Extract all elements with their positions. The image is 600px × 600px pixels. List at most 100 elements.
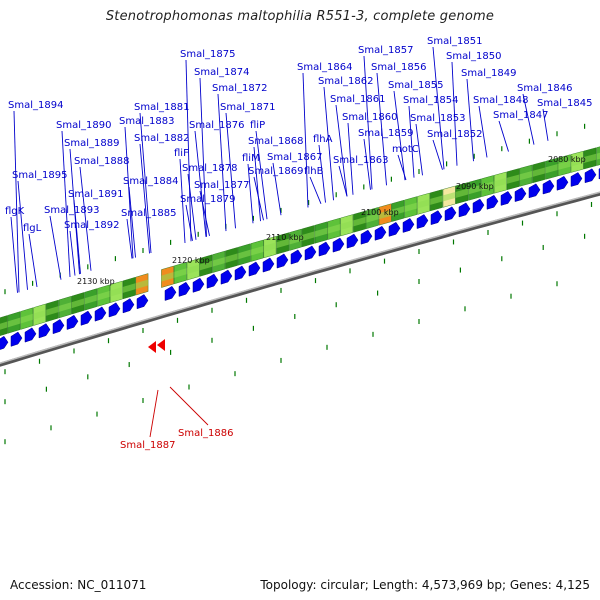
gene-arrow [318, 241, 331, 257]
track-stripe [110, 287, 123, 297]
track-stripe [187, 264, 200, 275]
gene-arrow [178, 281, 191, 297]
gene-label-smal_1883: Smal_1883 [119, 116, 174, 127]
gene-label-smal_1894: Smal_1894 [8, 100, 63, 111]
track-stripe [519, 170, 533, 181]
leader-line [376, 72, 387, 186]
gene-arrows [0, 168, 600, 353]
gene-arrow [542, 179, 555, 195]
track-stripe [0, 321, 8, 330]
gene-arrow [472, 198, 485, 214]
gene-label-flhb: flhB [304, 166, 324, 177]
gene-arrow [486, 194, 499, 210]
gene-label-smal_1846: Smal_1846 [517, 83, 572, 94]
gene-label-smal_1891: Smal_1891 [68, 189, 123, 200]
backbone-highlight [0, 191, 600, 364]
track-stripe [379, 209, 392, 220]
track-stripe [174, 268, 187, 278]
leader-line [432, 139, 443, 170]
gene-label-smal_1877: Smal_1877 [194, 180, 249, 191]
track-stripe [212, 257, 225, 267]
gene-label-smal_1869: Smal_1869 [248, 166, 303, 177]
leader-line [323, 86, 334, 201]
track-stripe [481, 181, 494, 191]
track-stripe [71, 298, 85, 309]
leader-line [253, 176, 264, 221]
leader-line-red [169, 386, 209, 426]
gene-label-smal_1862: Smal_1862 [318, 76, 373, 87]
leader-line [397, 154, 407, 180]
gene-label-smal_1875: Smal_1875 [180, 49, 235, 60]
gene-label-smal_1890: Smal_1890 [56, 120, 111, 131]
gene-label-smal_1884: Smal_1884 [123, 176, 178, 187]
track-stripe [276, 238, 289, 249]
track-stripe [327, 224, 341, 234]
gene-arrow [136, 294, 149, 310]
track-stripe [532, 167, 545, 177]
gene-label-smal_1863: Smal_1863 [333, 155, 388, 166]
leader-line [194, 130, 207, 237]
scale-label: 2100 kbp [361, 208, 399, 217]
scale-label: 2130 kbp [77, 277, 115, 286]
gene-label-smal_1886: Smal_1886 [178, 428, 233, 439]
leader-line [347, 122, 354, 195]
map-title: Stenotrophomonas maltophilia R551-3, com… [105, 9, 495, 24]
leader-line [179, 158, 186, 244]
leader-line [498, 120, 509, 152]
gene-labels: 2080 kbp 2090 kbp 2100 kbp 2110 kbp 2120 kbp… [5, 36, 592, 451]
leader-line [451, 61, 458, 166]
track-stripe [340, 220, 353, 230]
gene-arrow [94, 306, 107, 322]
leader-line [363, 138, 371, 190]
gene-label-smal_1854: Smal_1854 [403, 95, 458, 106]
track-stripe [161, 271, 174, 282]
leader-line [69, 148, 80, 275]
gene-arrow [108, 302, 121, 318]
gene-arrow [304, 245, 317, 261]
leader-line [415, 123, 423, 176]
gene-label-flip: fliP [250, 120, 265, 131]
accession-text: Accession: NC_011071 [10, 578, 147, 592]
leader-line [225, 112, 236, 229]
gene-label-smal_1853: Smal_1853 [410, 113, 465, 124]
gene-arrow [388, 221, 401, 237]
leader-line [217, 93, 227, 232]
track-stripe [455, 188, 469, 198]
track-stripe [571, 157, 584, 167]
gene-arrow [262, 257, 275, 273]
leader-line [309, 176, 322, 204]
gene-arrow [444, 206, 457, 222]
track-stripe [59, 302, 72, 312]
gene-label-smal_1878: Smal_1878 [182, 163, 237, 174]
gene-arrow [458, 202, 471, 218]
leader-line [10, 216, 18, 293]
track-stripe [430, 195, 443, 205]
leader-line [466, 78, 474, 162]
gene-label-smal_1845: Smal_1845 [537, 98, 592, 109]
gene-label-smal_1850: Smal_1850 [446, 51, 501, 62]
track-stripe [391, 206, 405, 216]
gene-label-smal_1855: Smal_1855 [388, 80, 443, 91]
track-stripe [507, 174, 520, 184]
gene-arrow [122, 298, 135, 314]
gene-arrow [234, 265, 247, 281]
track-stripe [596, 152, 600, 160]
track-stripe [97, 290, 110, 301]
gene-arrow [570, 172, 583, 187]
gene-label-flha: flhA [313, 134, 333, 145]
track-stripe [545, 164, 558, 174]
track-stripe [199, 260, 213, 271]
leader-line-red [149, 389, 159, 438]
leader-line [185, 59, 192, 242]
gene-arrow [332, 237, 345, 253]
track-stripe [238, 249, 251, 260]
track-stripe [558, 160, 571, 170]
gene-label-smal_1874: Smal_1874 [194, 67, 249, 78]
leader-line [79, 166, 92, 271]
track-stripe [251, 245, 264, 256]
leader-line [69, 230, 76, 276]
gene-label-smal_1851: Smal_1851 [427, 36, 482, 47]
leader-line [478, 105, 488, 158]
scale-label: 2080 kbp [548, 155, 586, 164]
